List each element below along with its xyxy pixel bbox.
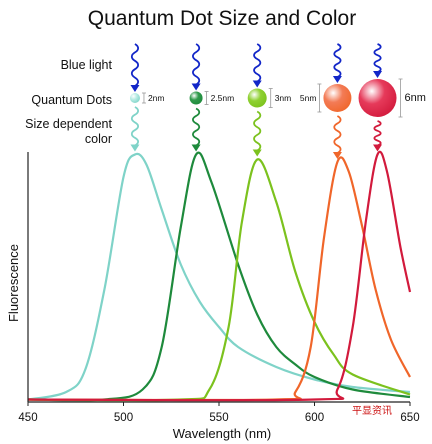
quantum-dot-3nm [247,88,267,108]
y-axis-label: Fluorescence [6,244,21,322]
quantum-dot-5nm [323,84,352,112]
dot-size-label: 6nm [405,92,426,104]
row-label-size-dependent: Size dependent [25,117,112,131]
emission-arrow [253,110,262,152]
curve-2nm [27,152,411,401]
emission-arrow [130,106,139,147]
excitation-arrow [373,43,382,73]
row-label-color: color [85,132,112,146]
x-tick-label: 650 [400,412,419,424]
dot-size-label: 2.5nm [211,93,235,103]
x-tick-label: 550 [209,412,228,424]
emission-arrow [192,107,201,147]
curve-2.5nm [27,151,411,402]
emission-arrow-head [332,152,342,159]
row-label-blue-light: Blue light [61,58,113,72]
x-tick-label: 500 [114,412,133,424]
excitation-arrow-head [332,76,342,83]
excitation-arrow [333,43,342,78]
emission-arrow [373,120,382,147]
excitation-arrow [253,43,262,83]
dot-size-label: 2nm [148,93,165,103]
row-label-quantum-dots: Quantum Dots [31,93,112,107]
quantum-dot-2nm [129,93,140,103]
curve-3nm [27,158,411,402]
x-tick-label: 600 [305,412,324,424]
emission-arrow-head [252,149,262,157]
x-axis-label: Wavelength (nm) [173,426,272,441]
dot-size-label: 5nm [300,93,317,103]
curve-6nm [27,150,412,402]
emission-arrow [333,115,342,154]
x-tick-label: 450 [18,412,37,424]
emission-arrow-head [191,144,201,152]
quantum-dot-2.5nm [189,91,203,105]
excitation-arrow [192,43,201,86]
excitation-arrow-head [373,71,383,78]
watermark: 平显资讯 [352,405,392,417]
quantum-dot-6nm [358,79,397,117]
chart-title: Quantum Dot Size and Color [88,7,356,30]
excitation-arrow-head [252,80,262,88]
emission-arrow-head [130,144,140,152]
excitation-arrow-head [191,83,201,91]
emission-arrow-head [373,144,383,152]
excitation-arrow [130,43,139,87]
dot-size-label: 3nm [275,93,292,103]
excitation-arrow-head [130,85,140,92]
